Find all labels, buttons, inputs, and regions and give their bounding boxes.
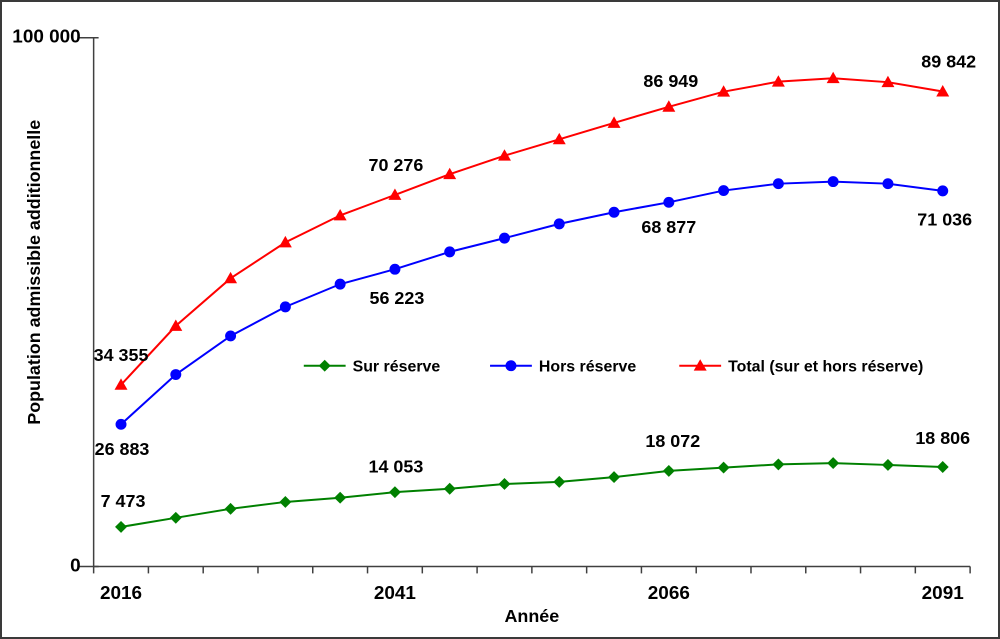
marker-triangle-total-sur-et-hors-reserve (771, 75, 785, 87)
marker-diamond-sur-reserve (115, 520, 127, 533)
data-label-total-sur-et-hors-reserve: 34 355 (94, 345, 149, 365)
legend-label-total-sur-et-hors-reserve: Total (sur et hors réserve) (728, 359, 923, 376)
legend-marker-diamond-sur-reserve (318, 359, 331, 372)
data-label-sur-reserve: 14 053 (369, 456, 424, 476)
marker-circle-hors-reserve (115, 418, 127, 430)
x-tick-label: 2016 (100, 583, 142, 604)
marker-diamond-sur-reserve (224, 502, 237, 515)
y-tick-label: 0 (70, 555, 81, 576)
legend-marker-circle-hors-reserve (505, 360, 517, 372)
marker-triangle-total-sur-et-hors-reserve (881, 75, 895, 88)
data-label-hors-reserve: 68 877 (641, 217, 696, 237)
marker-diamond-sur-reserve (334, 491, 347, 504)
marker-circle-hors-reserve (827, 176, 839, 188)
marker-diamond-sur-reserve (169, 511, 182, 524)
data-label-sur-reserve: 7 473 (101, 491, 146, 511)
data-label-total-sur-et-hors-reserve: 89 842 (921, 52, 976, 72)
marker-circle-hors-reserve (499, 232, 510, 244)
marker-circle-hors-reserve (279, 301, 291, 313)
marker-triangle-total-sur-et-hors-reserve (826, 71, 840, 84)
data-label-sur-reserve: 18 072 (645, 431, 700, 451)
marker-triangle-total-sur-et-hors-reserve (114, 378, 128, 390)
marker-triangle-total-sur-et-hors-reserve (607, 116, 621, 128)
marker-triangle-total-sur-et-hors-reserve (278, 235, 292, 248)
marker-circle-hors-reserve (718, 185, 730, 197)
legend-item-total-sur-et-hors-reserve: Total (sur et hors réserve) (679, 359, 923, 376)
marker-diamond-sur-reserve (717, 461, 730, 474)
axes: 100 000 0 2016 2041 2066 2091 (12, 27, 971, 604)
marker-circle-hors-reserve (444, 246, 456, 258)
plot-area: 7 473 14 053 18 072 18 806 26 883 56 223 68 87… (94, 52, 976, 533)
legend-item-sur-reserve: Sur réserve (303, 359, 441, 376)
marker-triangle-total-sur-et-hors-reserve (662, 100, 676, 112)
marker-triangle-total-sur-et-hors-reserve (224, 271, 238, 284)
data-label-hors-reserve: 56 223 (370, 288, 425, 308)
series-line-total-sur-et-hors-reserve (120, 77, 943, 386)
series-line-hors-reserve (120, 180, 943, 426)
x-tick-label: 2041 (374, 583, 416, 604)
x-tick-label: 2091 (922, 583, 964, 604)
marker-circle-hors-reserve (663, 196, 675, 208)
marker-circle-hors-reserve (225, 330, 237, 342)
marker-diamond-sur-reserve (827, 457, 840, 470)
marker-triangle-total-sur-et-hors-reserve (936, 85, 950, 97)
x-tick-label: 2066 (648, 583, 690, 604)
x-axis-title: Année (504, 606, 559, 626)
data-label-sur-reserve: 18 806 (915, 428, 970, 448)
marker-circle-hors-reserve (334, 278, 346, 290)
marker-circle-hors-reserve (170, 369, 182, 381)
marker-diamond-sur-reserve (936, 461, 949, 473)
marker-circle-hors-reserve (553, 218, 565, 230)
marker-triangle-total-sur-et-hors-reserve (498, 149, 511, 161)
y-tick-label: 100 000 (12, 27, 80, 48)
marker-diamond-sur-reserve (279, 495, 292, 508)
data-label-total-sur-et-hors-reserve: 86 949 (643, 71, 698, 91)
marker-triangle-total-sur-et-hors-reserve (552, 132, 566, 145)
marker-triangle-total-sur-et-hors-reserve (333, 208, 347, 221)
marker-diamond-sur-reserve (662, 464, 675, 477)
marker-circle-hors-reserve (608, 206, 620, 218)
data-label-hors-reserve: 26 883 (95, 439, 150, 459)
data-label-hors-reserve: 71 036 (917, 210, 972, 230)
marker-circle-hors-reserve (389, 263, 401, 275)
data-label-total-sur-et-hors-reserve: 70 276 (369, 155, 424, 175)
marker-diamond-sur-reserve (388, 486, 401, 499)
marker-circle-hors-reserve (937, 185, 949, 197)
series-line-sur-reserve (120, 462, 943, 528)
marker-diamond-sur-reserve (498, 478, 511, 490)
marker-triangle-total-sur-et-hors-reserve (443, 167, 457, 180)
marker-diamond-sur-reserve (608, 471, 621, 484)
legend-label-sur-reserve: Sur réserve (353, 359, 441, 376)
marker-triangle-total-sur-et-hors-reserve (388, 188, 402, 200)
marker-diamond-sur-reserve (553, 475, 566, 488)
legend-label-hors-reserve: Hors réserve (539, 359, 637, 376)
y-axis-title: Population admissible additionnelle (24, 120, 44, 425)
legend: Sur réserve Hors réserve Total (sur et hor… (303, 359, 923, 376)
legend-marker-triangle-total-sur-et-hors-reserve (693, 359, 707, 371)
marker-diamond-sur-reserve (772, 458, 785, 471)
marker-triangle-total-sur-et-hors-reserve (169, 319, 183, 331)
marker-circle-hors-reserve (882, 178, 894, 190)
legend-item-hors-reserve: Hors réserve (490, 359, 636, 376)
marker-diamond-sur-reserve (443, 482, 456, 495)
marker-circle-hors-reserve (772, 178, 784, 190)
marker-triangle-total-sur-et-hors-reserve (717, 85, 731, 97)
marker-diamond-sur-reserve (881, 458, 894, 471)
